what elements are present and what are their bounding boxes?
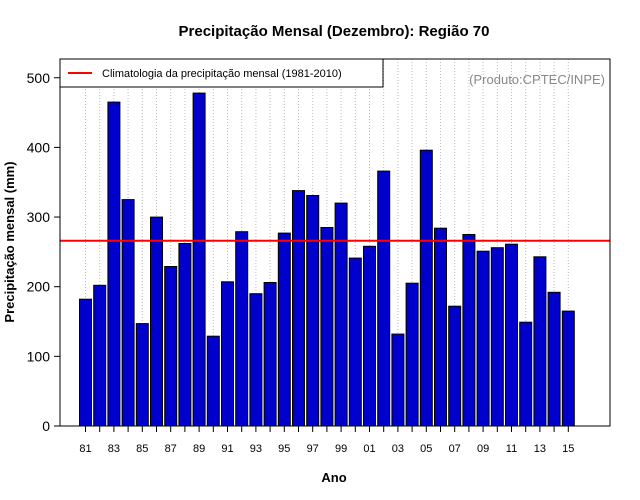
bar-09 <box>476 250 490 427</box>
legend-label: Climatologia da precipitação mensal (198… <box>102 68 342 80</box>
x-tick-label: 85 <box>136 443 148 455</box>
bar-98 <box>320 227 334 427</box>
bar-82 <box>93 284 107 427</box>
y-tick-label: 0 <box>42 418 50 434</box>
x-tick-label: 97 <box>307 443 319 455</box>
bar-14 <box>547 291 561 427</box>
bar-89 <box>192 92 206 427</box>
chart-title: Precipitação Mensal (Dezembro): Região 7… <box>179 23 490 40</box>
bar-13 <box>533 256 547 427</box>
credit-text: (Produto:CPTEC/INPE) <box>469 72 605 87</box>
bar-96 <box>292 190 305 427</box>
x-tick-label: 81 <box>79 443 91 455</box>
x-tick-label: 95 <box>278 443 290 455</box>
bar-11 <box>505 243 518 427</box>
bar-10 <box>490 247 504 427</box>
x-tick-label: 07 <box>449 443 461 455</box>
bar-87 <box>164 266 178 427</box>
x-tick-label: 93 <box>250 443 262 455</box>
bar-95 <box>277 232 291 427</box>
bar-91 <box>221 281 234 427</box>
x-tick-label: 01 <box>363 443 375 455</box>
x-tick-label: 09 <box>477 443 489 455</box>
bar-97 <box>306 195 320 427</box>
y-tick-label: 500 <box>27 70 51 86</box>
bar-86 <box>150 216 163 427</box>
x-tick-label: 05 <box>420 443 432 455</box>
bar-12 <box>519 321 533 427</box>
bar-02 <box>377 170 391 427</box>
x-tick-label: 89 <box>193 443 205 455</box>
bar-08 <box>462 234 476 427</box>
x-tick-label: 83 <box>108 443 120 455</box>
bar-90 <box>206 335 220 427</box>
bar-07 <box>448 305 462 427</box>
bar-94 <box>263 282 277 427</box>
x-axis: 81 83 85 87 89 91 93 95 97 99 01 03 05 07 09 11 13 15 <box>79 426 574 455</box>
bar-92 <box>235 231 249 427</box>
bar-93 <box>249 293 263 427</box>
bar-88 <box>178 243 192 427</box>
bar-85 <box>135 323 149 427</box>
y-tick-label: 300 <box>27 209 51 225</box>
bar-06 <box>434 227 447 427</box>
y-tick-label: 100 <box>27 348 51 364</box>
x-tick-label: 91 <box>221 443 233 455</box>
bar-83 <box>107 101 121 427</box>
bar-01 <box>363 245 376 427</box>
x-tick-label: 03 <box>392 443 404 455</box>
bar-03 <box>391 333 405 427</box>
bar-99 <box>334 202 348 427</box>
y-axis-label: Precipitação mensal (mm) <box>2 161 17 322</box>
bar-05 <box>419 149 433 427</box>
bars <box>79 92 575 427</box>
legend: Climatologia da precipitação mensal (198… <box>59 58 384 88</box>
y-axis: 0 100 200 300 400 500 <box>27 70 60 434</box>
bar-00 <box>348 257 362 427</box>
y-tick-label: 400 <box>27 139 51 155</box>
x-tick-label: 87 <box>165 443 177 455</box>
bar-04 <box>405 282 419 427</box>
bar-15 <box>561 310 575 427</box>
x-tick-label: 13 <box>534 443 546 455</box>
x-tick-label: 15 <box>562 443 574 455</box>
y-tick-label: 200 <box>27 279 51 295</box>
x-tick-label: 99 <box>335 443 347 455</box>
bar-81 <box>79 298 92 427</box>
bar-84 <box>121 199 135 427</box>
x-axis-label: Ano <box>321 470 346 485</box>
legend-box <box>59 58 384 88</box>
x-tick-label: 11 <box>506 443 517 455</box>
